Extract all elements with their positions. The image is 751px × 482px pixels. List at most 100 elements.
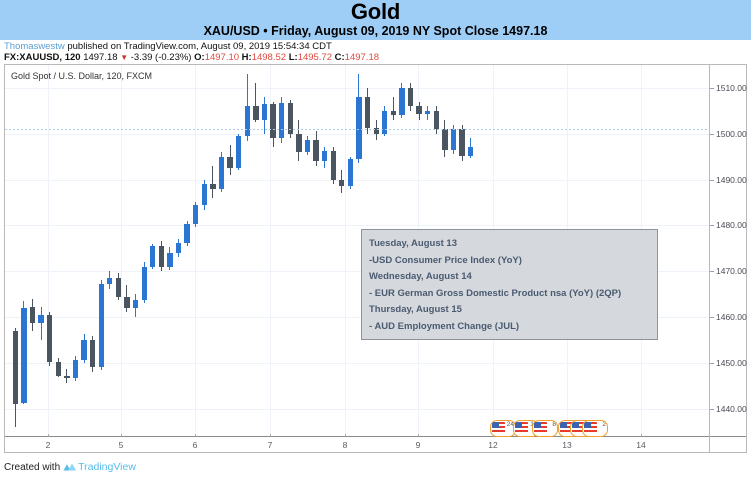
chart-frame: Gold Spot / U.S. Dollar, 120, FXCM 1440.… xyxy=(4,64,747,453)
candle-body xyxy=(210,184,216,189)
note-line: -USD Consumer Price Index (YoY) xyxy=(369,254,522,266)
price-tick-label: 1510.00 xyxy=(716,82,747,93)
last-price-line xyxy=(5,129,709,131)
candle-body xyxy=(218,156,225,189)
candlestick xyxy=(425,65,431,436)
economic-event-badge[interactable]: 8 xyxy=(532,420,558,437)
candle-body xyxy=(167,252,173,267)
candle-body xyxy=(29,306,36,324)
header-band: Gold XAU/USD • Friday, August 09, 2019 N… xyxy=(0,0,751,40)
gridline-horizontal xyxy=(5,316,709,318)
candle-wick xyxy=(255,83,257,122)
us-flag-icon xyxy=(572,422,585,433)
candlestick xyxy=(227,65,233,436)
tradingview-brand: TradingView xyxy=(78,461,136,473)
candlestick xyxy=(270,65,276,436)
candlestick xyxy=(459,65,465,436)
axis-corner xyxy=(709,436,747,452)
candlestick xyxy=(38,65,44,436)
candle-wick xyxy=(40,306,42,340)
price-tick-label: 1490.00 xyxy=(716,174,747,185)
candlestick xyxy=(107,65,113,436)
event-count: 8 xyxy=(552,421,556,428)
page-subtitle: XAU/USD • Friday, August 09, 2019 NY Spo… xyxy=(203,24,548,38)
candle-body xyxy=(296,133,302,152)
price-tick-mark xyxy=(710,87,714,89)
time-tick-mark xyxy=(345,434,346,437)
gridline-vertical xyxy=(270,65,271,436)
footer: Created with TradingView xyxy=(4,460,136,475)
candle-body xyxy=(132,300,139,308)
price-tick-label: 1440.00 xyxy=(716,403,747,414)
candle-body xyxy=(433,110,439,130)
candlestick xyxy=(261,65,268,436)
economic-calendar-note[interactable]: Tuesday, August 13 -USD Consumer Price In… xyxy=(361,229,658,340)
gridline-horizontal xyxy=(5,225,709,227)
candle-body xyxy=(442,129,448,151)
time-tick-label: 14 xyxy=(636,440,646,450)
candlestick xyxy=(244,65,250,436)
candle-body xyxy=(425,110,431,114)
candle-body xyxy=(287,103,293,134)
candlestick xyxy=(21,65,27,436)
price-axis[interactable]: 1440.00 1450.00 1460.00 1470.00 1480.00 1490.… xyxy=(709,65,747,436)
time-tick-mark xyxy=(270,434,271,437)
gridline-horizontal xyxy=(5,362,709,364)
candle-body xyxy=(236,136,242,168)
candle-body xyxy=(356,97,362,160)
candle-body xyxy=(304,140,311,153)
economic-event-badge[interactable]: 24 xyxy=(490,420,516,437)
gridline-vertical xyxy=(48,65,49,436)
candle-body xyxy=(47,315,53,362)
candle-wick xyxy=(212,165,214,198)
candle-body xyxy=(468,146,474,156)
candle-body xyxy=(55,361,61,376)
candlestick xyxy=(450,65,457,436)
candlestick xyxy=(124,65,130,436)
candlestick xyxy=(167,65,173,436)
candle-body xyxy=(459,129,465,156)
gridline-vertical xyxy=(121,65,122,436)
gridline-vertical xyxy=(345,65,346,436)
high-value: 1498.52 xyxy=(251,52,287,63)
candlestick xyxy=(382,65,388,436)
footer-prefix: Created with xyxy=(4,462,61,473)
candlestick xyxy=(468,65,474,436)
candlestick xyxy=(201,65,207,436)
candlestick xyxy=(29,65,36,436)
us-flag-icon xyxy=(584,422,597,433)
author-name[interactable]: Thomaswestw xyxy=(4,41,65,52)
close-value: 1497.18 xyxy=(344,52,380,63)
candlestick xyxy=(115,65,122,436)
candlestick xyxy=(304,65,311,436)
candle-body xyxy=(124,296,130,308)
time-tick-label: 8 xyxy=(342,440,348,450)
candle-body xyxy=(261,104,268,120)
candlestick xyxy=(347,65,354,436)
price-tick-mark xyxy=(710,362,714,364)
candle-body xyxy=(158,246,165,267)
time-tick-label: 13 xyxy=(562,440,572,450)
time-tick-label: 7 xyxy=(267,440,273,450)
candle-body xyxy=(313,140,319,162)
candlestick xyxy=(184,65,190,436)
candlestick xyxy=(390,65,397,436)
price-tick-label: 1480.00 xyxy=(716,220,747,231)
candle-body xyxy=(21,307,27,404)
low-label: L: xyxy=(288,52,298,63)
candle-body xyxy=(399,87,405,116)
candlestick xyxy=(287,65,293,436)
candle-body xyxy=(98,283,104,368)
quote-row: FX:XAUUSD, 120 1497.18 ▼ -3.39 (-0.23%) … xyxy=(4,52,379,63)
economic-event-badge[interactable]: 2 xyxy=(582,420,608,437)
gridline-horizontal xyxy=(5,271,709,273)
candle-body xyxy=(150,246,156,267)
candle-body xyxy=(89,339,96,368)
tradingview-logo-icon xyxy=(63,461,77,473)
time-axis[interactable]: 2 5 6 7 8 9 12 13 14 xyxy=(5,434,746,452)
note-line: - EUR German Gross Domestic Product nsa … xyxy=(369,287,622,299)
price-tick-mark xyxy=(710,179,714,181)
candlestick xyxy=(364,65,371,436)
symbol-label[interactable]: FX:XAUUSD, 120 xyxy=(4,52,81,63)
